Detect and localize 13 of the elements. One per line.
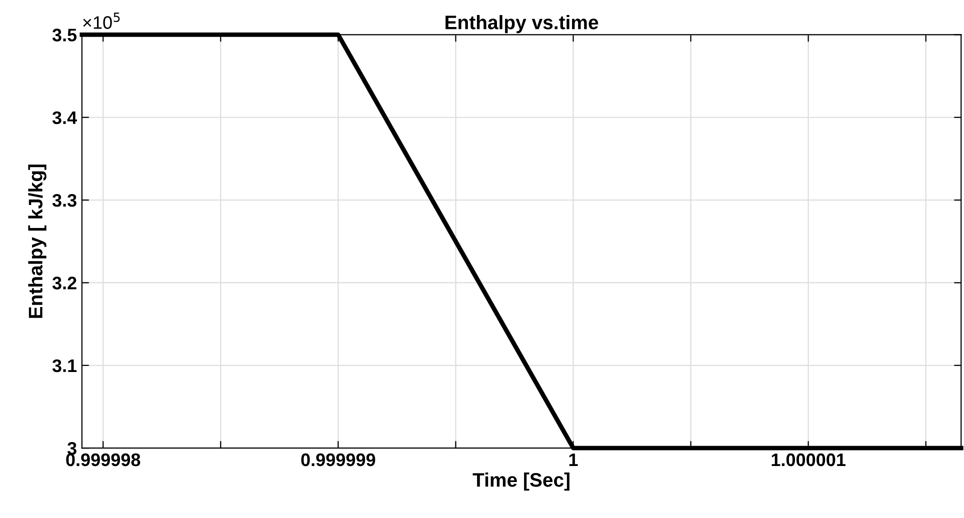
chart-title: Enthalpy vs.time — [446, 15, 598, 34]
x-tick-label: 1 — [569, 454, 578, 466]
y-tick-label: 3.3 — [52, 194, 76, 207]
x-axis-title: Time [Sec] — [472, 472, 570, 491]
y-tick-label: 3.4 — [52, 111, 77, 124]
text: ×10$^{5}$ — [83, 12, 120, 29]
y-axis-title: Enthalpy [ kJ/kg] — [28, 164, 46, 318]
x-tick-label: 1.000001 — [772, 453, 846, 466]
x-tick-label: 0.999998 — [66, 453, 140, 466]
y-tick-label: 3.2 — [52, 276, 76, 290]
y-tick-label: 3.5 — [52, 28, 77, 42]
y-tick-label: 3.1 — [52, 359, 77, 372]
x-tick-label: 0.999999 — [301, 453, 376, 466]
